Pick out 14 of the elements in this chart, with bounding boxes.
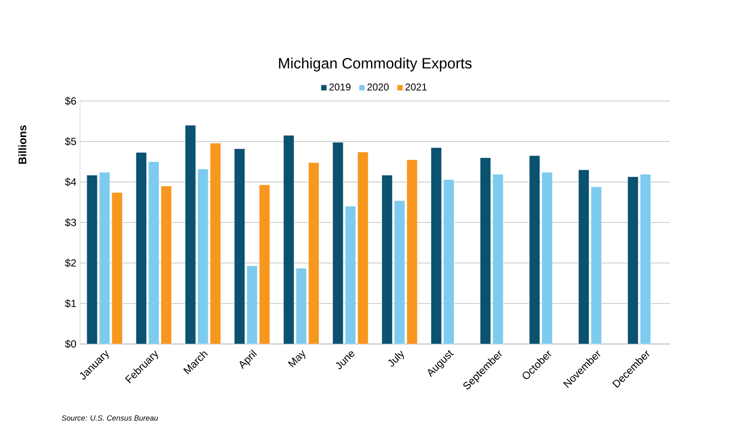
y-axis-title: Billions [18,125,26,164]
y-tick-label: $3 [64,218,76,227]
y-tick-label: $2 [64,258,76,268]
x-tick-label: July [388,350,404,367]
y-tick-label: $6 [64,96,76,106]
y-tick-label: $0 [64,340,76,348]
legend-label: 2019 [329,84,351,91]
legend-label: 2021 [406,84,427,91]
legend-label: 2020 [367,84,389,91]
y-tick-label: $1 [64,299,76,308]
chart-title: Michigan Commodity Exports [279,58,472,72]
y-tick-label: $5 [64,137,76,146]
x-tick-label: May [288,350,306,368]
y-tick-label: $4 [64,178,76,186]
